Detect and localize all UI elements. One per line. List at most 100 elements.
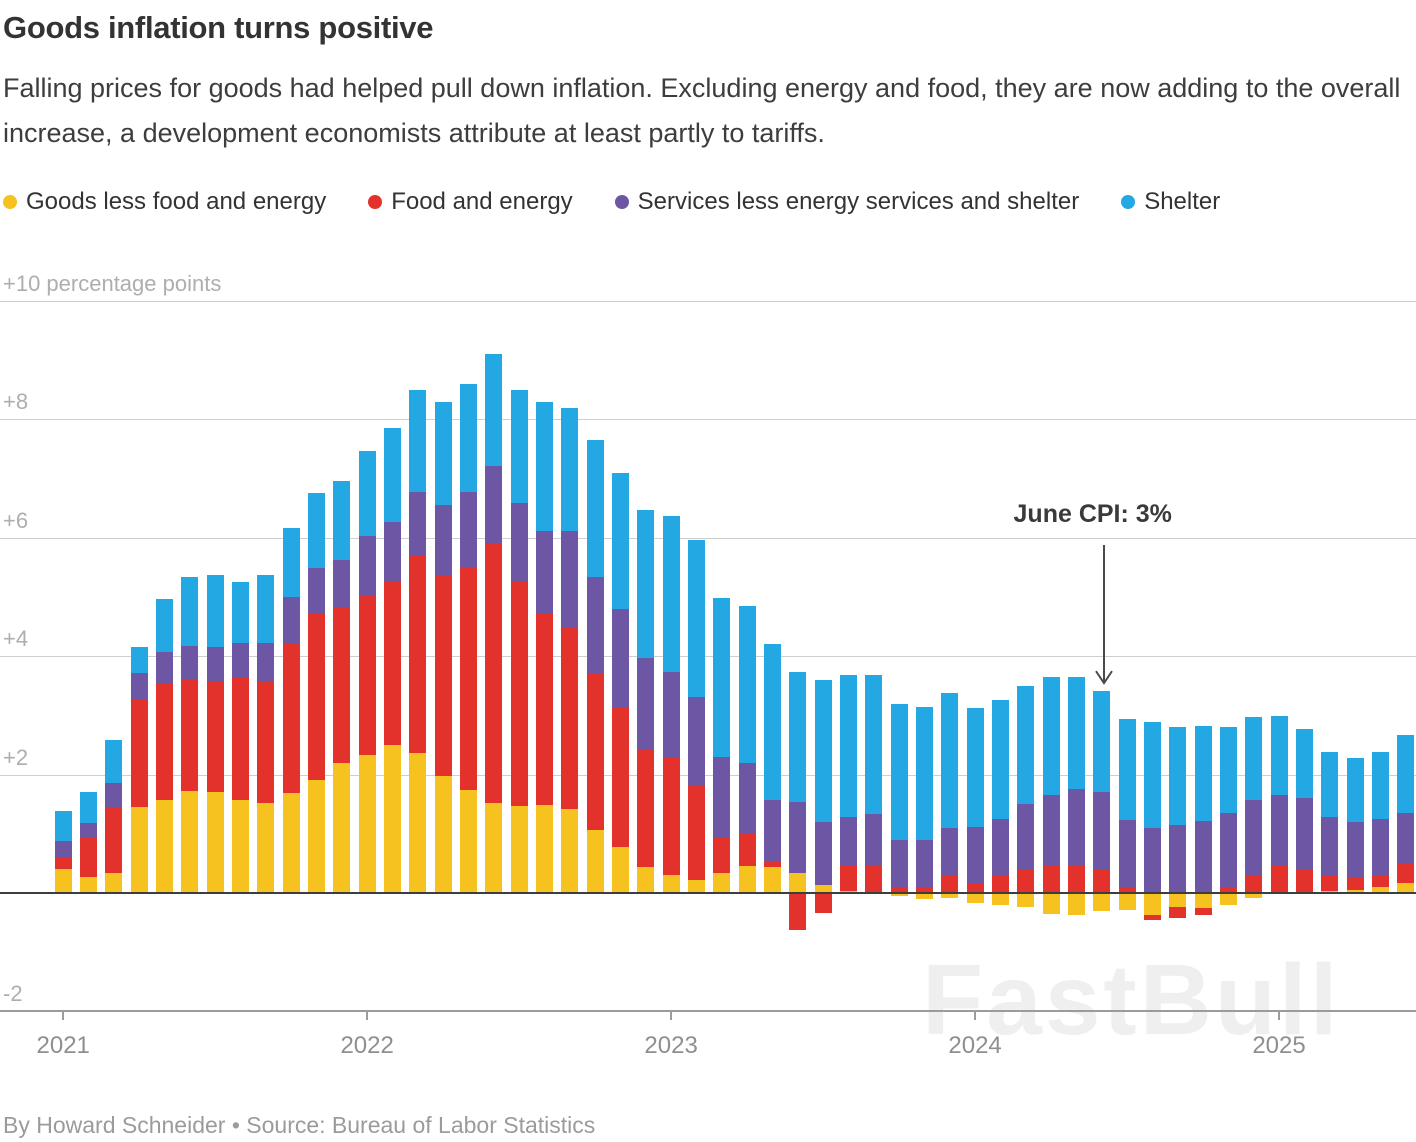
bar-segment [738,605,756,763]
services-legend-dot-icon [614,195,629,209]
bar-segment [941,893,959,898]
x-axis-tick [62,1011,65,1020]
bar-segment [637,509,655,658]
bar-segment [1118,888,1136,893]
bar-segment [510,502,528,581]
bar-segment [308,779,325,893]
bar-segment [383,745,401,893]
bar-segment [130,673,148,700]
bar-segment [409,554,427,753]
bar-segment [1371,887,1389,893]
bar-segment [80,822,98,837]
bar-segment [1397,862,1415,883]
bar-segment [1321,817,1339,877]
bar-segment [1397,734,1415,814]
bar-segment [687,540,705,698]
bar-segment [535,612,553,805]
bar-segment [80,792,98,823]
bar-segment [434,575,452,776]
bar-segment [763,800,781,863]
gridline [0,774,1416,776]
bar-segment [1194,820,1212,893]
bar-segment [1295,869,1313,893]
bar-segment [459,383,477,492]
bar-segment [105,739,123,784]
bar-segment [1219,813,1237,889]
bar-segment [586,577,604,674]
bar-segment [383,581,401,745]
bar-segment [485,354,503,467]
bar-segment [561,626,579,809]
bar-segment [941,875,959,893]
bar-segment [611,609,629,708]
bar-segment [839,866,857,892]
bar-segment [282,527,300,597]
y-axis-label: +2 [3,744,29,770]
bar-segment [80,836,98,877]
bar-segment [1093,691,1111,793]
y-axis-label: -2 [3,981,23,1007]
bar-segment [865,674,883,815]
bar-segment [54,810,72,841]
bar-segment [1042,676,1060,796]
bar-segment [1143,827,1161,893]
bar-segment [1194,893,1212,908]
bar-segment [459,566,477,790]
bar-segment [1321,752,1339,818]
bar-segment [814,821,832,885]
bar-segment [409,390,427,493]
bar-segment [586,830,604,893]
bar-segment [1245,893,1263,898]
bar-segment [358,536,376,596]
x-axis-tick [670,1011,673,1020]
gridline [0,419,1416,421]
bar-segment [156,598,174,653]
bar-segment [1169,907,1187,918]
x-axis-year-label: 2022 [340,1032,394,1059]
bar-segment [687,697,705,786]
bar-segment [991,875,1009,893]
bar-segment [1295,729,1313,799]
bar-segment [358,755,376,893]
bar-segment [1194,907,1212,915]
x-axis-tick [366,1011,369,1020]
annotation-arrow-icon [1094,545,1113,685]
bar-segment [1143,893,1161,916]
bar-segment [510,389,528,503]
bar-segment [383,428,401,523]
bar-segment [966,884,984,893]
bar-segment [80,877,98,893]
bar-segment [156,800,174,893]
bar-segment [1118,819,1136,889]
bar-segment [535,530,553,613]
bar-segment [282,792,300,893]
bar-segment [308,612,325,780]
bar-segment [662,516,680,672]
bar-segment [789,801,807,873]
x-axis-tick [974,1011,977,1020]
bar-segment [257,682,275,803]
bar-segment [1371,875,1389,888]
bar-segment [738,832,756,866]
bar-segment [54,840,72,857]
gridline [0,537,1416,539]
bar-segment [662,671,680,758]
bar-segment [485,466,503,545]
y-axis-label: +6 [3,507,29,533]
food-energy-legend-dot-icon [368,195,383,209]
bar-segment [763,862,781,867]
bar-segment [1169,824,1187,893]
bar-segment [232,678,249,801]
byline-source-credit: By Howard Schneider • Source: Bureau of … [3,1112,596,1138]
bar-segment [1143,721,1161,828]
bar-segment [1169,727,1187,825]
x-axis-year-label: 2023 [644,1032,698,1059]
bar-segment [206,791,224,893]
bar-segment [890,703,908,840]
bar-segment [915,707,933,840]
chart-subtitle: Falling prices for goods had helped pull… [3,73,1401,148]
bar-segment [890,839,908,888]
bar-segment [434,504,452,576]
bar-segment [1017,869,1035,893]
bar-segment [814,884,832,893]
